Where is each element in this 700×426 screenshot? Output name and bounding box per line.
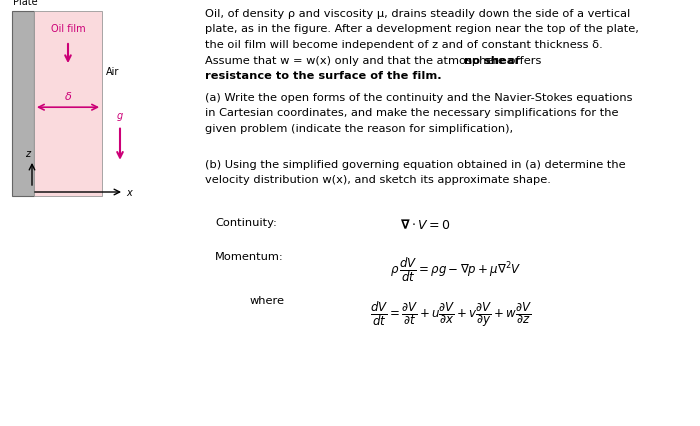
Bar (34, 12, 102, 196)
Text: given problem (indicate the reason for simplification),: given problem (indicate the reason for s… (205, 124, 513, 134)
Text: in Cartesian coordinates, and make the necessary simplifications for the: in Cartesian coordinates, and make the n… (205, 108, 619, 118)
Text: velocity distribution w(x), and sketch its approximate shape.: velocity distribution w(x), and sketch i… (205, 175, 551, 184)
Text: $\dfrac{dV}{dt} = \dfrac{\partial V}{\partial t} + u\dfrac{\partial V}{\partial : $\dfrac{dV}{dt} = \dfrac{\partial V}{\pa… (370, 300, 532, 328)
Text: Oil, of density ρ and viscosity μ, drains steadily down the side of a vertical: Oil, of density ρ and viscosity μ, drain… (205, 9, 630, 19)
Text: Momentum:: Momentum: (215, 252, 284, 262)
Text: (b) Using the simplified governing equation obtained in (a) determine the: (b) Using the simplified governing equat… (205, 159, 626, 169)
Text: Assume that w = w(x) only and that the atmosphere offers: Assume that w = w(x) only and that the a… (205, 55, 545, 65)
Text: Continuity:: Continuity: (215, 218, 277, 228)
Text: x: x (126, 187, 132, 198)
Text: $\rho\,\dfrac{dV}{dt} = \rho g - \nabla p + \mu \nabla^2 V$: $\rho\,\dfrac{dV}{dt} = \rho g - \nabla … (390, 256, 522, 284)
Text: $\mathbf{\nabla} \cdot V = 0$: $\mathbf{\nabla} \cdot V = 0$ (400, 218, 451, 232)
Text: g: g (117, 110, 123, 121)
Text: resistance to the surface of the film.: resistance to the surface of the film. (205, 71, 442, 81)
Text: no shear: no shear (464, 55, 521, 65)
Text: the oil film will become independent of z and of constant thickness δ.: the oil film will become independent of … (205, 40, 603, 50)
Text: Air: Air (106, 67, 120, 77)
Text: Plate: Plate (13, 0, 38, 7)
Bar (12, 12, 34, 196)
Text: δ: δ (64, 92, 71, 102)
Text: z: z (25, 149, 30, 158)
Text: plate, as in the figure. After a development region near the top of the plate,: plate, as in the figure. After a develop… (205, 24, 639, 35)
Text: Oil film: Oil film (50, 24, 85, 34)
Text: (a) Write the open forms of the continuity and the Navier-Stokes equations: (a) Write the open forms of the continui… (205, 93, 633, 103)
Text: where: where (250, 296, 285, 306)
